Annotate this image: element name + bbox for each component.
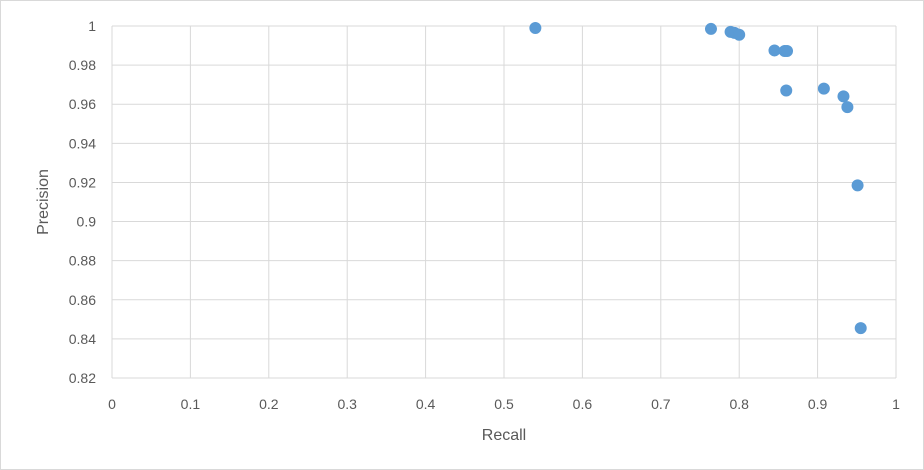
x-tick-label: 0.4 (416, 396, 436, 412)
x-tick-label: 0 (108, 396, 116, 412)
scatter-point-0-0 (529, 21, 542, 34)
scatter-point-0-13 (854, 322, 867, 335)
scatter-point-0-11 (841, 101, 854, 114)
scatter-point-0-4 (733, 28, 746, 41)
scatter-point-0-1 (704, 22, 717, 35)
scatter-point-0-5 (768, 44, 781, 57)
y-tick-label: 0.9 (77, 214, 97, 230)
x-tick-labels: 0 0.1 0.2 0.3 0.4 0.5 0.6 0.7 0.8 0.9 1 (108, 396, 900, 412)
y-tick-label: 0.92 (69, 174, 96, 190)
x-axis-title: Recall (482, 427, 526, 444)
x-tick-label: 0.9 (808, 396, 828, 412)
x-tick-label: 0.5 (494, 396, 514, 412)
y-tick-label: 0.94 (69, 135, 96, 151)
grid-layer (111, 25, 897, 379)
scatter-point-0-12 (851, 179, 864, 192)
x-tick-label: 0.7 (651, 396, 671, 412)
y-tick-label: 1 (88, 18, 96, 34)
y-axis-title: Precision (35, 169, 52, 235)
y-tick-label: 0.88 (69, 253, 96, 269)
y-tick-label: 0.98 (69, 57, 96, 73)
scatter-points (529, 21, 867, 335)
scatter-point-0-9 (817, 82, 830, 95)
scatter-point-0-8 (780, 84, 793, 97)
y-tick-labels: 0.82 0.84 0.86 0.88 0.9 0.92 0.94 0.96 0.98 1 (69, 18, 96, 386)
y-tick-label: 0.86 (69, 292, 96, 308)
x-tick-label: 0.6 (573, 396, 593, 412)
x-tick-label: 0.3 (337, 396, 357, 412)
y-tick-label: 0.82 (69, 370, 96, 386)
scatter-point-0-7 (781, 45, 794, 58)
y-tick-label: 0.96 (69, 96, 96, 112)
y-tick-label: 0.84 (69, 331, 96, 347)
x-tick-label: 0.8 (729, 396, 749, 412)
scatter-point-0-10 (837, 90, 850, 103)
x-tick-label: 1 (892, 396, 900, 412)
x-tick-label: 0.1 (181, 396, 201, 412)
x-tick-label: 0.2 (259, 396, 279, 412)
